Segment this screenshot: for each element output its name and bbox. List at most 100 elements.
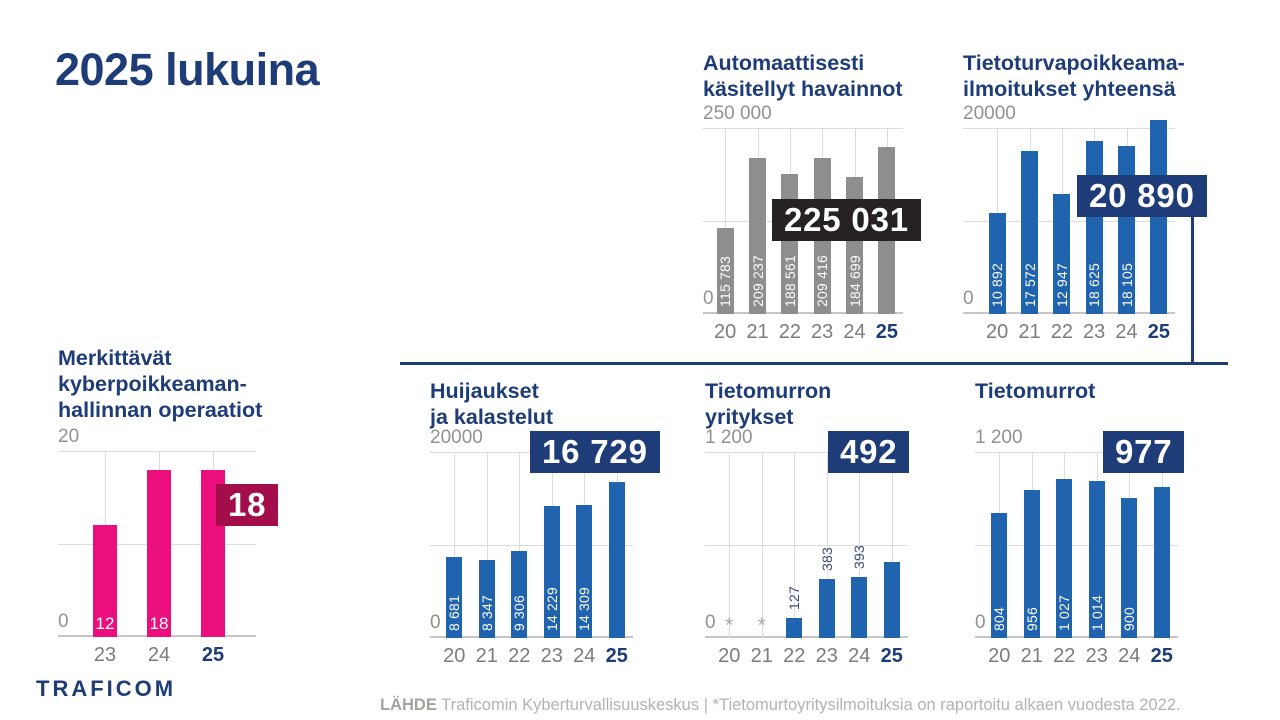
x-label-24: 24 [1118, 645, 1141, 667]
plot-area: 0 804 956 1 027 1 014 900 [975, 452, 1178, 638]
plot-area: 0 * * 127 383 393 [705, 452, 908, 638]
x-axis-baseline [705, 636, 908, 638]
chart-tietomurrot: Tietomurrot 1 200 0 804 956 1 027 1 014 900 20 21… [975, 378, 1265, 678]
x-label-25: 25 [1147, 321, 1170, 343]
chart-title-line: kyberpoikkeaman- [58, 372, 247, 396]
bar-20: 8 681 [446, 557, 463, 638]
y-axis-zero-label: 0 [975, 612, 986, 633]
x-label-22: 22 [778, 321, 801, 343]
y-axis-max-label: 250 000 [703, 103, 772, 124]
bar-22: 9 306 [511, 551, 528, 638]
x-label-20: 20 [714, 321, 737, 343]
chart-title-line: käsitellyt havainnot [703, 77, 903, 101]
x-label-22: 22 [1050, 321, 1073, 343]
gridline-vertical [891, 452, 893, 638]
x-label-21: 21 [750, 645, 773, 667]
chart-title-line: Tietoturvapoikkeama- [963, 51, 1185, 75]
x-label-22: 22 [1053, 645, 1076, 667]
bar-value-label: 1 014 [1088, 594, 1105, 631]
gridline-top [705, 452, 908, 453]
y-axis-zero-label: 0 [963, 288, 974, 309]
gridline-vertical [794, 452, 796, 638]
y-axis-max-label: 1 200 [975, 427, 1023, 448]
x-label-23: 23 [811, 321, 834, 343]
callout-value: 16 729 [530, 431, 660, 473]
bar-value-label: 14 309 [576, 586, 593, 631]
x-axis-baseline [975, 636, 1178, 638]
x-label-21: 21 [1018, 321, 1041, 343]
chart-title: Tietomurron yritykset [705, 378, 995, 430]
gridline-vertical [519, 452, 521, 638]
chart-title-line: Merkittävät [58, 346, 172, 370]
y-axis-max-label: 20000 [430, 427, 483, 448]
x-label-20: 20 [988, 645, 1011, 667]
callout-value: 20 890 [1077, 175, 1207, 217]
callout-value: 225 031 [772, 199, 921, 241]
bar-value-label: 18 105 [1118, 262, 1135, 307]
bar-value-label: 188 561 [781, 254, 798, 307]
y-axis-zero-label: 0 [430, 612, 441, 633]
bar-21: 956 [1023, 490, 1040, 638]
y-axis-zero-label: 0 [703, 288, 714, 309]
x-label-24: 24 [147, 644, 171, 666]
x-label-23: 23 [540, 645, 563, 667]
traficom-logo: TRAFICOM [36, 676, 177, 701]
chart-title-line: yritykset [705, 405, 794, 429]
bar-24: 900 [1121, 498, 1138, 638]
plot-area: 0 8 681 8 347 9 306 14 229 14 309 [430, 452, 633, 638]
y-axis-max-label: 20 [58, 426, 80, 447]
bar-value-label: 900 [1121, 607, 1138, 631]
chart-tietoturvapoikkeama-ilmoitukset: Tietoturvapoikkeama-ilmoitukset yhteensä… [963, 50, 1253, 354]
x-label-23: 23 [93, 644, 117, 666]
x-axis-baseline [430, 636, 633, 638]
chart-automaattisesti-kasitellyt-havainnot: Automaattisesti käsitellyt havainnot 250 0… [703, 50, 993, 354]
x-label-25: 25 [605, 645, 628, 667]
x-label-24: 24 [1115, 321, 1138, 343]
missing-data-asterisk: * [725, 614, 734, 637]
x-label-25: 25 [1150, 645, 1173, 667]
y-axis-max-label: 20000 [963, 103, 1016, 124]
x-axis-baseline [703, 312, 903, 314]
bar-25 [608, 482, 625, 638]
y-axis-zero-label: 0 [705, 612, 716, 633]
bar-22: 12 947 [1053, 194, 1071, 314]
x-label-21: 21 [746, 321, 769, 343]
bar-22: 1 027 [1056, 479, 1073, 638]
bar-24: 14 309 [576, 505, 593, 638]
chart-title: Merkittävät kyberpoikkeaman-hallinnan ope… [58, 345, 348, 423]
bar-21: 8 347 [478, 560, 495, 638]
gridline-vertical [761, 452, 763, 638]
x-label-22: 22 [783, 645, 806, 667]
chart-huijaukset-ja-kalastelut: Huijaukset ja kalastelut 20000 0 8 681 8 347 9… [430, 378, 720, 678]
chart-title-line: Tietomurron [705, 379, 832, 403]
gridline-vertical [729, 452, 731, 638]
source-text: Traficomin Kyberturvallisuuskeskus | *Ti… [436, 695, 1181, 714]
y-axis-zero-label: 0 [58, 611, 69, 632]
x-label-22: 22 [508, 645, 531, 667]
x-label-21: 21 [475, 645, 498, 667]
bar-value-label: 12 [95, 614, 115, 633]
gridline-top [975, 452, 1178, 453]
chart-title: Tietomurrot [975, 378, 1265, 404]
x-label-25: 25 [880, 645, 903, 667]
bar-value-label: 209 416 [814, 254, 831, 307]
bar-value-label: 10 892 [989, 262, 1006, 307]
chart-title: Automaattisesti käsitellyt havainnot [703, 50, 993, 102]
chart-tietomurron-yritykset: Tietomurron yritykset 1 200 0 * * 127 383 393 20 2… [705, 378, 995, 678]
bar-21: 17 572 [1021, 151, 1038, 314]
bar-value-label: 18 [149, 614, 169, 633]
callout-value: 977 [1103, 431, 1185, 473]
bar-value-label: 804 [991, 607, 1008, 631]
chart-title: Huijaukset ja kalastelut [430, 378, 720, 430]
bar-value-label: 17 572 [1021, 262, 1038, 307]
bar-value-label: 209 237 [749, 254, 766, 307]
source-label: LÄHDE [380, 695, 437, 714]
page-title: 2025 lukuina [55, 44, 320, 95]
chart-title-line: Tietomurrot [975, 379, 1096, 403]
callout-value: 18 [216, 484, 279, 526]
bar-23 [818, 579, 835, 638]
section-divider-line [400, 362, 1228, 365]
x-label-24: 24 [843, 321, 866, 343]
gridline-mid [975, 545, 1178, 546]
bar-value-label: 184 699 [846, 254, 863, 307]
